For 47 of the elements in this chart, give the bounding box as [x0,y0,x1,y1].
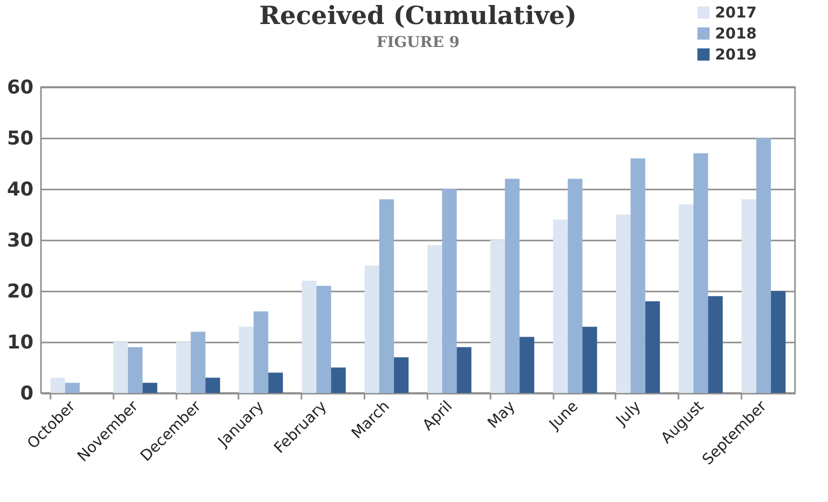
bar [113,342,128,393]
bar [190,332,206,393]
bar [742,199,756,393]
bar [65,382,80,393]
y-tick-label: 20 [7,280,34,302]
bar [176,342,191,393]
bar [693,153,708,393]
bar [50,378,66,393]
bar [302,280,316,393]
bar [504,178,520,393]
bar [582,326,598,393]
y-tick-label: 0 [20,382,34,404]
bar [331,368,346,393]
bar [456,347,472,393]
chart-title: Received (Cumulative) [259,1,577,30]
bar [553,220,568,393]
bar [630,158,646,393]
bar [708,296,723,393]
bar [128,347,143,393]
bar [568,178,582,393]
legend-label: 2018 [715,24,757,42]
bar [645,301,660,393]
bar [678,204,694,393]
bar [316,286,332,393]
y-tick-label: 30 [7,230,34,252]
bar [520,336,534,393]
bar [616,214,631,393]
legend-label: 2017 [715,4,757,22]
bar [142,382,158,393]
y-tick-label: 50 [7,128,34,150]
bar [756,138,771,393]
bar [490,240,505,393]
bar [238,326,254,393]
bar [379,199,394,393]
chart-subtitle: FIGURE 9 [376,33,460,51]
bar [770,291,786,393]
bar [442,189,457,393]
bar [394,357,409,393]
legend-label: 2019 [715,46,757,64]
bar [364,266,380,393]
bar [254,311,268,393]
y-tick-label: 60 [7,76,34,98]
bar [205,378,220,393]
bar [427,245,442,393]
y-tick-label: 40 [7,178,34,200]
bar [268,372,283,393]
y-tick-label: 10 [7,332,34,354]
